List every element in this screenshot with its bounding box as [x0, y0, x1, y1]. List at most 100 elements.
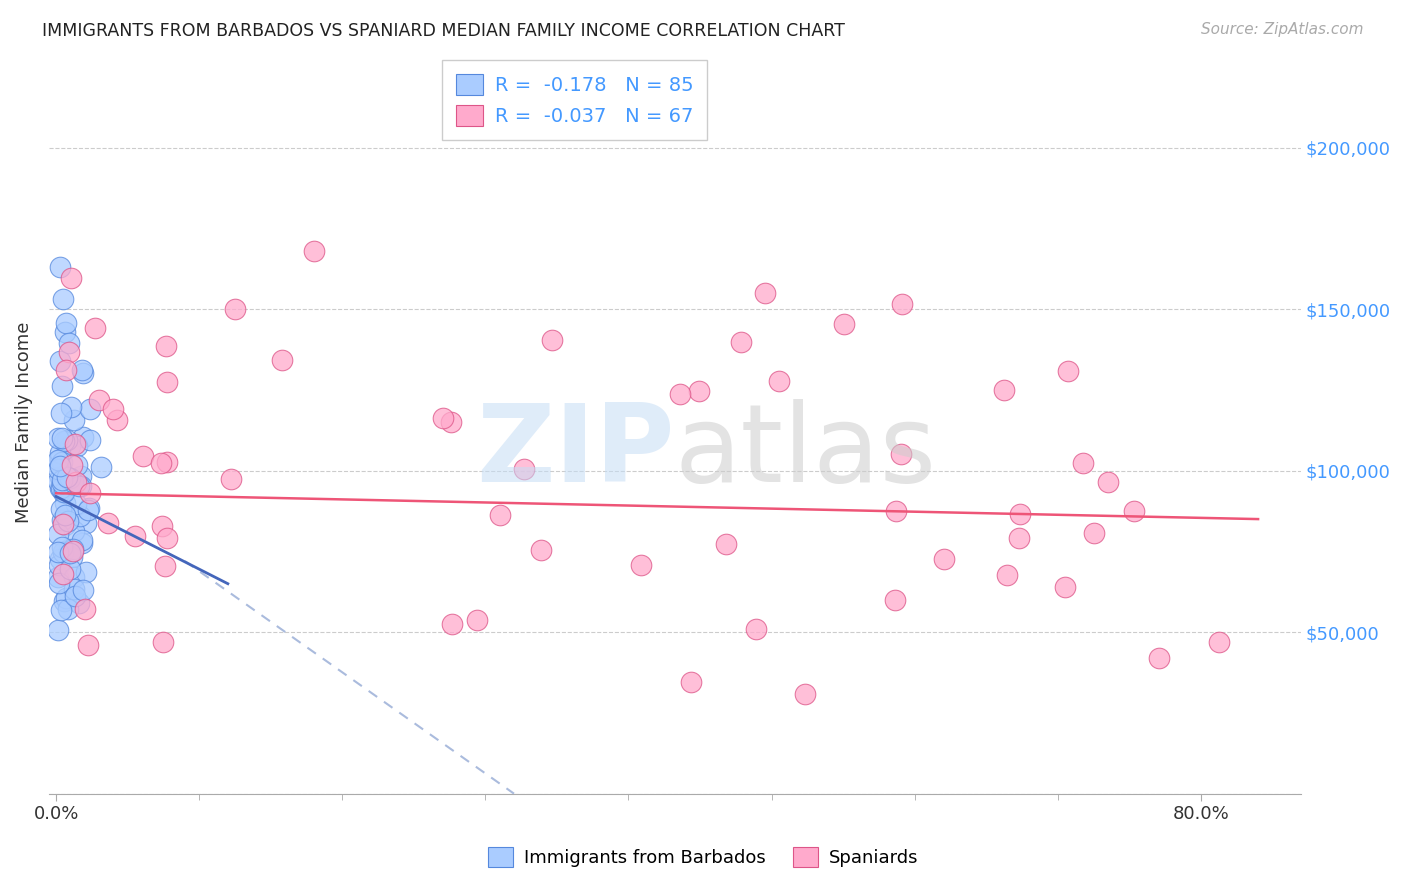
Immigrants from Barbados	[46, 624, 69, 638]
Spaniards	[440, 415, 463, 429]
Spaniards	[768, 375, 790, 389]
Spaniards	[60, 458, 83, 472]
Immigrants from Barbados	[51, 455, 73, 469]
Spaniards	[304, 244, 326, 258]
Spaniards	[132, 449, 155, 463]
Immigrants from Barbados	[53, 434, 76, 449]
Immigrants from Barbados	[75, 516, 97, 531]
Spaniards	[432, 410, 454, 425]
Text: ZIP: ZIP	[477, 399, 675, 505]
Immigrants from Barbados	[52, 293, 75, 307]
Spaniards	[465, 614, 488, 628]
Immigrants from Barbados	[48, 558, 70, 572]
Immigrants from Barbados	[59, 562, 82, 576]
Spaniards	[87, 392, 110, 407]
Immigrants from Barbados	[55, 433, 77, 447]
Immigrants from Barbados	[51, 473, 73, 487]
Immigrants from Barbados	[52, 484, 75, 499]
Spaniards	[96, 516, 118, 531]
Immigrants from Barbados	[58, 602, 80, 616]
Immigrants from Barbados	[69, 508, 91, 523]
Spaniards	[84, 320, 107, 334]
Immigrants from Barbados	[72, 430, 94, 444]
Immigrants from Barbados	[49, 469, 72, 483]
Spaniards	[630, 558, 652, 573]
Legend: R =  -0.178   N = 85, R =  -0.037   N = 67: R = -0.178 N = 85, R = -0.037 N = 67	[443, 61, 707, 140]
Immigrants from Barbados	[55, 591, 77, 606]
Spaniards	[745, 623, 768, 637]
Immigrants from Barbados	[63, 589, 86, 603]
Immigrants from Barbados	[53, 508, 76, 522]
Spaniards	[890, 447, 912, 461]
Immigrants from Barbados	[46, 431, 69, 445]
Spaniards	[681, 675, 703, 690]
Immigrants from Barbados	[48, 575, 70, 590]
Immigrants from Barbados	[63, 413, 86, 427]
Immigrants from Barbados	[46, 453, 69, 467]
Immigrants from Barbados	[90, 459, 112, 474]
Immigrants from Barbados	[69, 479, 91, 493]
Immigrants from Barbados	[62, 475, 84, 490]
Immigrants from Barbados	[51, 475, 73, 490]
Spaniards	[832, 317, 855, 331]
Spaniards	[63, 437, 86, 451]
Spaniards	[219, 472, 242, 486]
Immigrants from Barbados	[70, 469, 93, 483]
Immigrants from Barbados	[49, 260, 72, 274]
Immigrants from Barbados	[46, 570, 69, 584]
Immigrants from Barbados	[46, 462, 69, 476]
Spaniards	[52, 567, 75, 582]
Immigrants from Barbados	[51, 540, 73, 554]
Spaniards	[1097, 475, 1119, 489]
Immigrants from Barbados	[48, 552, 70, 566]
Immigrants from Barbados	[49, 481, 72, 495]
Immigrants from Barbados	[62, 542, 84, 557]
Spaniards	[754, 285, 776, 300]
Spaniards	[995, 567, 1018, 582]
Immigrants from Barbados	[65, 497, 87, 511]
Spaniards	[1208, 635, 1230, 649]
Spaniards	[59, 270, 82, 285]
Spaniards	[1008, 531, 1031, 545]
Immigrants from Barbados	[72, 582, 94, 597]
Immigrants from Barbados	[66, 440, 89, 454]
Immigrants from Barbados	[52, 545, 75, 559]
Immigrants from Barbados	[51, 406, 73, 420]
Spaniards	[1083, 526, 1105, 541]
Spaniards	[52, 516, 75, 531]
Spaniards	[541, 333, 564, 347]
Immigrants from Barbados	[59, 400, 82, 414]
Spaniards	[688, 384, 710, 398]
Immigrants from Barbados	[55, 316, 77, 330]
Text: atlas: atlas	[675, 399, 936, 505]
Immigrants from Barbados	[51, 378, 73, 392]
Immigrants from Barbados	[62, 524, 84, 538]
Spaniards	[1122, 504, 1144, 518]
Immigrants from Barbados	[67, 479, 90, 493]
Immigrants from Barbados	[53, 594, 76, 608]
Immigrants from Barbados	[51, 431, 73, 445]
Spaniards	[441, 617, 464, 632]
Spaniards	[105, 413, 128, 427]
Immigrants from Barbados	[79, 433, 101, 447]
Spaniards	[714, 536, 737, 550]
Text: Source: ZipAtlas.com: Source: ZipAtlas.com	[1201, 22, 1364, 37]
Spaniards	[73, 602, 96, 616]
Immigrants from Barbados	[72, 535, 94, 549]
Immigrants from Barbados	[77, 503, 100, 517]
Immigrants from Barbados	[58, 542, 80, 557]
Spaniards	[153, 559, 176, 574]
Spaniards	[124, 528, 146, 542]
Y-axis label: Median Family Income: Median Family Income	[15, 321, 32, 523]
Spaniards	[65, 475, 87, 490]
Immigrants from Barbados	[70, 533, 93, 548]
Spaniards	[1054, 580, 1077, 594]
Immigrants from Barbados	[55, 496, 77, 510]
Immigrants from Barbados	[53, 325, 76, 339]
Spaniards	[150, 519, 173, 533]
Immigrants from Barbados	[46, 545, 69, 559]
Spaniards	[489, 508, 512, 522]
Immigrants from Barbados	[59, 471, 82, 485]
Spaniards	[62, 543, 84, 558]
Immigrants from Barbados	[72, 366, 94, 380]
